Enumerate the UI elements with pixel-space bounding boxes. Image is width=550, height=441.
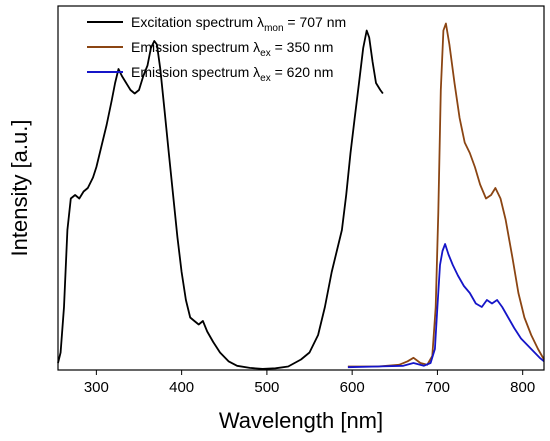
plot-frame: [57, 5, 545, 371]
series-line-1: [57, 29, 384, 370]
x-tick-label: 700: [425, 379, 450, 396]
x-axis-title: Wavelength [nm]: [219, 408, 383, 433]
legend-label-3: Emission spectrum λex = 620 nm: [131, 64, 333, 84]
x-tick-label: 300: [84, 379, 109, 396]
x-tick-label: 500: [254, 379, 279, 396]
legend-label-2: Emission spectrum λex = 350 nm: [131, 39, 333, 59]
legend-label-1: Excitation spectrum λmon = 707 nm: [131, 14, 346, 34]
x-axis-ticks: 300 400 500 600 700 800: [84, 370, 535, 396]
series-line-2: [347, 22, 545, 368]
plot-area: [57, 22, 545, 370]
x-tick-label: 600: [340, 379, 365, 396]
x-tick-label: 800: [510, 379, 535, 396]
x-tick-label: 400: [169, 379, 194, 396]
legend: Excitation spectrum λmon = 707 nm Emissio…: [87, 14, 346, 84]
series-line-3: [347, 243, 545, 369]
y-axis-title: Intensity [a.u.]: [7, 120, 32, 257]
